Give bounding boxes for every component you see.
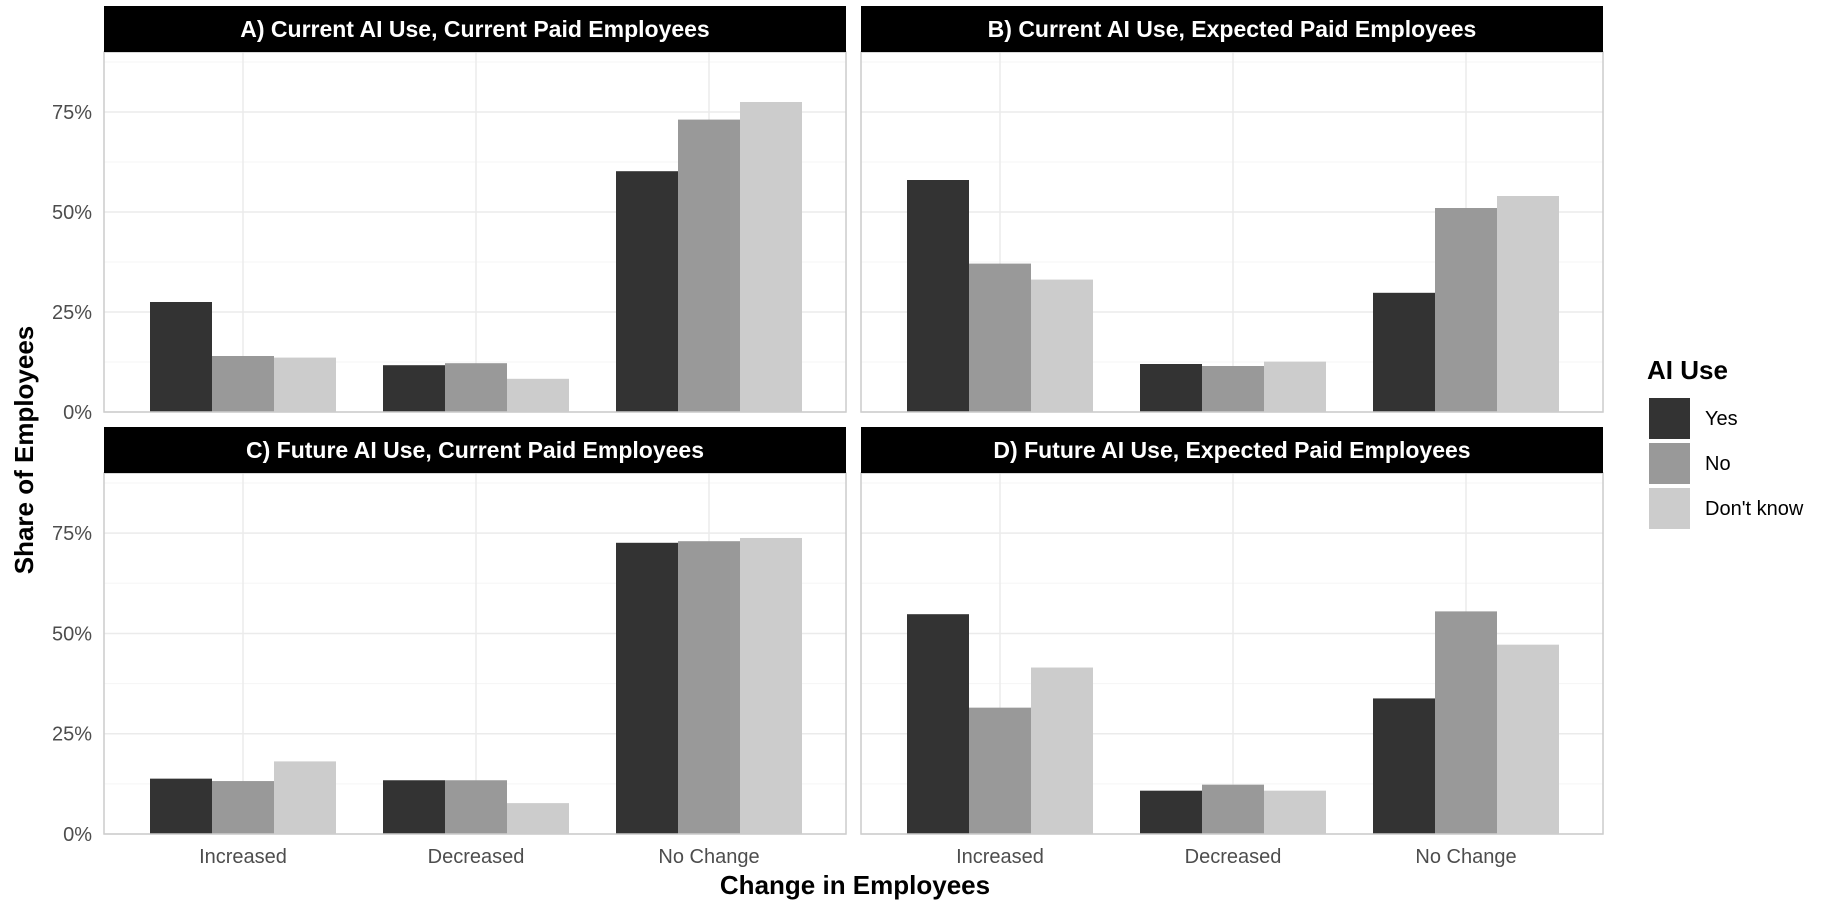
panel-c: C) Future AI Use, Current Paid Employees… <box>52 427 847 868</box>
bar-no-change-no <box>678 541 740 834</box>
y-tick-label: 75% <box>52 102 92 124</box>
y-tick-label: 50% <box>52 623 92 645</box>
bar-increased-no <box>212 356 274 412</box>
x-tick-label: Decreased <box>428 846 525 868</box>
y-tick-label: 25% <box>52 302 92 324</box>
bar-no-change-no <box>1435 611 1497 834</box>
x-tick-label: Increased <box>956 846 1044 868</box>
bar-no-change-no <box>678 119 740 412</box>
bar-no-change-no <box>1435 208 1497 412</box>
x-tick-label: Increased <box>199 846 287 868</box>
y-tick-label: 25% <box>52 724 92 746</box>
y-tick-label: 75% <box>52 523 92 545</box>
bar-increased-yes <box>150 302 212 412</box>
bar-increased-no <box>969 707 1031 834</box>
bar-decreased-don-t-know <box>507 378 569 412</box>
bar-decreased-no <box>1202 784 1264 834</box>
legend-items: Yes No Don't know <box>1649 398 1804 529</box>
y-tick-label: 0% <box>63 824 92 846</box>
legend-label: Yes <box>1705 408 1738 430</box>
panel-a: A) Current AI Use, Current Paid Employee… <box>52 6 847 424</box>
bar-increased-no <box>969 263 1031 412</box>
bar-increased-yes <box>150 778 212 834</box>
bar-decreased-yes <box>383 780 445 834</box>
bar-increased-don-t-know <box>1031 279 1093 412</box>
panel-strip <box>861 6 1603 52</box>
bar-decreased-no <box>445 780 507 834</box>
y-tick-label: 0% <box>63 402 92 424</box>
x-axis-title: Change in Employees <box>720 870 990 900</box>
y-tick-label: 50% <box>52 202 92 224</box>
legend-label: Don't know <box>1705 498 1804 520</box>
panel-b: B) Current AI Use, Expected Paid Employe… <box>860 6 1604 413</box>
legend-label: No <box>1705 453 1731 475</box>
bar-decreased-yes <box>383 365 445 412</box>
bar-decreased-don-t-know <box>1264 790 1326 834</box>
bar-increased-no <box>212 781 274 834</box>
bar-no-change-yes <box>1373 698 1435 834</box>
panel-strip <box>104 427 846 473</box>
legend: AI Use Yes No Don't know <box>1647 355 1804 529</box>
panels-layer: A) Current AI Use, Current Paid Employee… <box>52 6 1604 868</box>
bar-decreased-no <box>445 363 507 412</box>
bar-increased-don-t-know <box>274 357 336 412</box>
legend-title: AI Use <box>1647 355 1728 385</box>
bar-increased-yes <box>907 614 969 834</box>
bar-increased-don-t-know <box>274 761 336 834</box>
x-tick-label: No Change <box>1415 846 1516 868</box>
bar-no-change-yes <box>616 542 678 834</box>
bar-no-change-yes <box>616 171 678 412</box>
bar-decreased-don-t-know <box>507 803 569 834</box>
panel-strip <box>104 6 846 52</box>
bar-no-change-don-t-know <box>1497 196 1559 412</box>
bar-no-change-don-t-know <box>1497 644 1559 834</box>
legend-swatch <box>1649 398 1690 439</box>
bar-increased-don-t-know <box>1031 667 1093 834</box>
bar-decreased-yes <box>1140 364 1202 412</box>
panel-strip <box>861 427 1603 473</box>
bar-no-change-don-t-know <box>740 537 802 834</box>
legend-swatch <box>1649 488 1690 529</box>
y-axis-title: Share of Employees <box>9 326 39 575</box>
bar-increased-yes <box>907 180 969 412</box>
panel-title: D) Future AI Use, Expected Paid Employee… <box>993 437 1470 463</box>
bar-decreased-yes <box>1140 790 1202 834</box>
panel-title: B) Current AI Use, Expected Paid Employe… <box>988 16 1477 42</box>
bar-no-change-yes <box>1373 292 1435 412</box>
bar-decreased-no <box>1202 366 1264 412</box>
panel-title: C) Future AI Use, Current Paid Employees <box>246 437 704 463</box>
x-tick-label: Decreased <box>1185 846 1282 868</box>
legend-swatch <box>1649 443 1690 484</box>
panel-d: D) Future AI Use, Expected Paid Employee… <box>860 427 1604 868</box>
panel-title: A) Current AI Use, Current Paid Employee… <box>240 16 709 42</box>
x-tick-label: No Change <box>658 846 759 868</box>
bar-no-change-don-t-know <box>740 102 802 412</box>
bar-decreased-don-t-know <box>1264 361 1326 412</box>
